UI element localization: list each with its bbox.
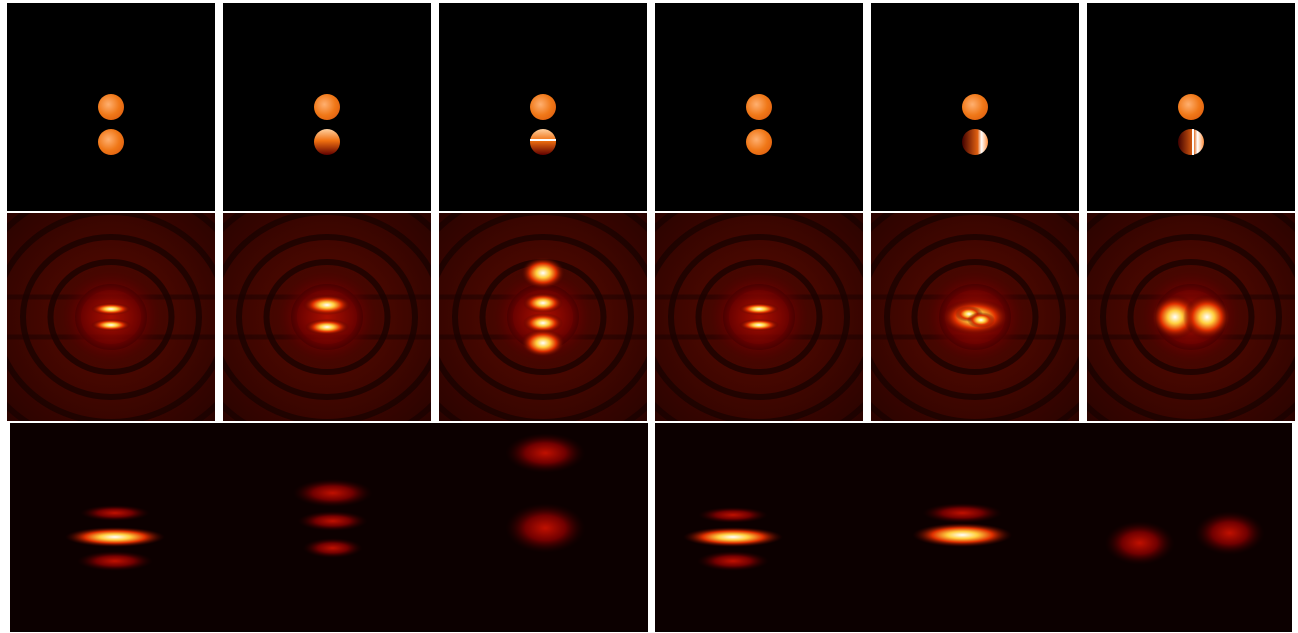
glow: [683, 527, 783, 547]
upper-disc: [746, 94, 772, 120]
psf-panel: [184, 187, 470, 447]
upper-disc: [1178, 94, 1204, 120]
upper-disc: [962, 94, 988, 120]
glow: [912, 523, 1012, 547]
glow: [505, 433, 585, 473]
bright-lobe: [305, 319, 349, 335]
psf-panel: [400, 187, 686, 447]
glow: [1105, 521, 1175, 565]
page: (() => { const svg = document.getElement…: [0, 0, 1298, 633]
pupil-panel: [1087, 3, 1295, 211]
bright-lobe: [91, 303, 131, 315]
image-block: [10, 423, 648, 632]
glow: [77, 551, 153, 571]
bright-lobe: [1183, 295, 1231, 339]
psf-panel: [1048, 187, 1298, 447]
glow: [293, 479, 373, 507]
pupil-panel: [439, 3, 647, 211]
lower-disc: [746, 129, 772, 155]
glow: [697, 551, 769, 571]
halo: [51, 262, 171, 372]
glow: [698, 507, 768, 523]
bright-lobe: [967, 312, 995, 328]
halo: [267, 262, 387, 372]
glow: [922, 503, 1002, 523]
pupil-panel: [655, 3, 863, 211]
bright-lobe: [521, 329, 565, 357]
glow: [80, 505, 150, 521]
glow: [505, 503, 585, 553]
bright-lobe: [521, 257, 565, 289]
glow: [65, 527, 165, 547]
bright-lobe: [739, 303, 779, 315]
phase-line: [530, 139, 556, 141]
psf-panel: [616, 187, 902, 447]
image-block: [655, 423, 1292, 632]
phase-line: [1192, 129, 1194, 155]
bright-lobe: [91, 319, 131, 331]
pupil-panel: [871, 3, 1079, 211]
bright-lobe: [303, 295, 351, 315]
lower-disc: [98, 129, 124, 155]
pupil-panel: [7, 3, 215, 211]
psf-panel: [832, 187, 1118, 447]
bright-lobe: [523, 293, 563, 313]
upper-disc: [314, 94, 340, 120]
bright-lobe: [739, 319, 779, 331]
pupil-panel: [223, 3, 431, 211]
lower-disc: [962, 129, 988, 155]
figure: [0, 0, 1298, 633]
upper-disc: [530, 94, 556, 120]
glow: [298, 511, 368, 531]
lower-disc: [1178, 129, 1204, 155]
halo: [699, 262, 819, 372]
glow: [303, 538, 363, 558]
upper-disc: [98, 94, 124, 120]
lower-disc: [530, 129, 556, 155]
lower-disc: [314, 129, 340, 155]
glow: [1195, 511, 1265, 555]
psf-panel: [0, 187, 254, 447]
